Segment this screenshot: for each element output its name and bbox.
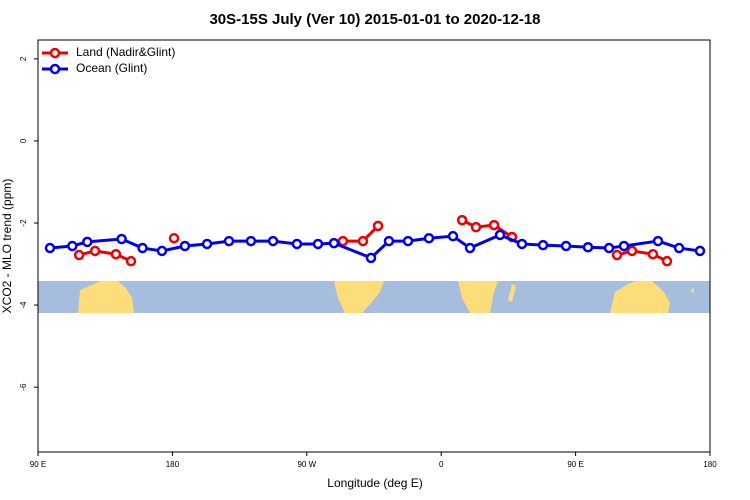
- point: [694, 245, 706, 257]
- point: [603, 242, 615, 254]
- point: [365, 252, 377, 264]
- point: [245, 235, 257, 247]
- legend-marker: [49, 63, 61, 75]
- point: [223, 235, 235, 247]
- point: [618, 240, 630, 252]
- point: [89, 245, 101, 257]
- point: [201, 238, 213, 250]
- point: [137, 242, 148, 254]
- point: [372, 220, 384, 232]
- point: [357, 235, 369, 247]
- y-axis-label: XCO2 - MLO trend (ppm): [0, 179, 14, 314]
- x-tick-label: 180: [166, 460, 180, 469]
- point: [447, 230, 459, 242]
- point: [67, 240, 78, 252]
- point: [312, 238, 324, 250]
- point: [267, 235, 279, 247]
- map-strip: [38, 281, 710, 313]
- chart-title: 30S-15S July (Ver 10) 2015-01-01 to 2020…: [209, 11, 540, 28]
- legend-label: Land (Nadir&Glint): [76, 45, 175, 59]
- point: [337, 235, 349, 247]
- point: [423, 232, 435, 244]
- y-tick-label: -6: [19, 383, 28, 391]
- legend-label: Ocean (Glint): [76, 61, 147, 75]
- x-tick-label: 90 E: [567, 460, 583, 469]
- y-tick-label: -4: [19, 301, 28, 309]
- point: [494, 229, 506, 241]
- map-land: [78, 281, 134, 313]
- point: [156, 245, 168, 257]
- x-tick-label: 90 E: [30, 460, 46, 469]
- legend-marker: [49, 47, 61, 59]
- point: [673, 242, 685, 254]
- point: [470, 221, 482, 233]
- y-tick-label: -2: [19, 219, 28, 227]
- point: [116, 233, 127, 245]
- map-land: [334, 281, 384, 313]
- point: [44, 242, 56, 254]
- point: [383, 235, 395, 247]
- x-tick-label: 180: [703, 460, 717, 469]
- x-tick-label: 0: [439, 460, 444, 469]
- point: [402, 235, 414, 247]
- point: [661, 255, 673, 267]
- map-land: [458, 281, 516, 313]
- point: [179, 240, 191, 252]
- point: [82, 236, 93, 248]
- point: [125, 255, 137, 267]
- point: [611, 249, 623, 261]
- point: [464, 242, 476, 254]
- point: [291, 238, 303, 250]
- point: [488, 219, 500, 231]
- point: [328, 237, 340, 249]
- y-tick-label: 0: [19, 138, 28, 143]
- map-land: [610, 281, 694, 313]
- point: [73, 249, 85, 261]
- y-tick-label: 2: [19, 56, 28, 61]
- point: [456, 214, 468, 226]
- point: [626, 245, 638, 257]
- x-axis-label: Longitude (deg E): [327, 476, 422, 490]
- point: [537, 239, 549, 251]
- x-tick-label: 90 W: [297, 460, 316, 469]
- point: [110, 248, 122, 260]
- point: [516, 238, 528, 250]
- point: [652, 235, 664, 247]
- plot-frame: [37, 39, 711, 453]
- point: [582, 241, 594, 253]
- point: [560, 240, 572, 252]
- point: [168, 232, 180, 244]
- point: [647, 248, 659, 260]
